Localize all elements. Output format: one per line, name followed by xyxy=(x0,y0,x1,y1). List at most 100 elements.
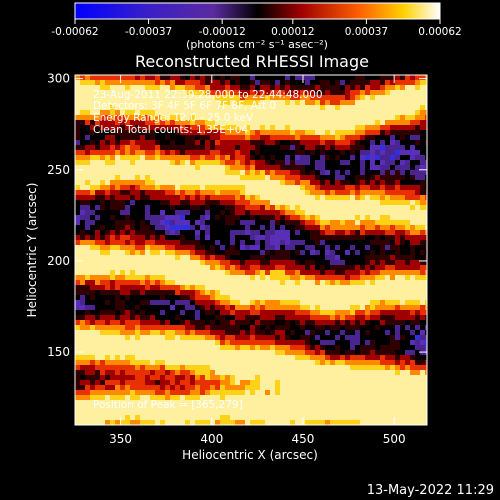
heatmap-cell xyxy=(410,215,416,221)
heatmap-cell xyxy=(260,280,266,286)
heatmap-cell xyxy=(400,145,406,151)
heatmap-cell xyxy=(125,110,131,116)
heatmap-cell xyxy=(185,330,191,336)
heatmap-cell xyxy=(275,280,281,286)
heatmap-cell xyxy=(280,300,286,306)
heatmap-cell xyxy=(275,120,281,126)
heatmap-cell xyxy=(120,335,126,341)
heatmap-cell xyxy=(305,290,311,296)
heatmap-cell xyxy=(395,290,401,296)
heatmap-cell xyxy=(375,335,381,341)
heatmap-cell xyxy=(345,200,351,206)
heatmap-cell xyxy=(355,110,361,116)
heatmap-cell xyxy=(415,255,421,261)
heatmap-cell xyxy=(285,415,291,421)
heatmap-cell xyxy=(115,230,121,236)
heatmap-cell xyxy=(355,260,361,266)
heatmap-cell xyxy=(200,125,206,131)
heatmap-cell xyxy=(135,265,141,271)
heatmap-cell xyxy=(165,170,171,176)
heatmap-cell xyxy=(325,415,331,421)
heatmap-cell xyxy=(95,310,101,316)
heatmap-cell xyxy=(390,255,396,261)
heatmap-cell xyxy=(105,390,111,396)
heatmap-cell xyxy=(405,300,411,306)
heatmap-cell xyxy=(265,215,271,221)
heatmap-cell xyxy=(250,380,256,386)
heatmap-cell xyxy=(255,105,261,111)
heatmap-cell xyxy=(425,110,427,116)
heatmap-cell xyxy=(320,160,326,166)
heatmap-cell xyxy=(215,75,221,81)
heatmap-cell xyxy=(275,420,281,425)
heatmap-cell xyxy=(315,155,321,161)
heatmap-cell xyxy=(135,320,141,326)
heatmap-cell xyxy=(110,345,116,351)
heatmap-cell xyxy=(340,125,346,131)
heatmap-cell xyxy=(165,165,171,171)
heatmap-cell xyxy=(230,390,236,396)
heatmap-cell xyxy=(200,145,206,151)
heatmap-cell xyxy=(160,165,166,171)
heatmap-cell xyxy=(395,320,401,326)
heatmap-cell xyxy=(80,340,86,346)
heatmap-cell xyxy=(400,275,406,281)
heatmap-cell xyxy=(270,200,276,206)
heatmap-cell xyxy=(420,255,426,261)
heatmap-cell xyxy=(415,245,421,251)
heatmap-cell xyxy=(395,145,401,151)
heatmap-cell xyxy=(120,100,126,106)
heatmap-cell xyxy=(245,335,251,341)
heatmap-cell xyxy=(150,175,156,181)
heatmap-cell xyxy=(100,90,106,96)
heatmap-cell xyxy=(335,185,341,191)
heatmap-cell xyxy=(105,340,111,346)
heatmap-cell xyxy=(385,255,391,261)
heatmap-cell xyxy=(330,355,336,361)
heatmap-cell xyxy=(400,400,406,406)
heatmap-cell xyxy=(195,100,201,106)
heatmap-cell xyxy=(110,400,116,406)
heatmap-cell xyxy=(210,180,216,186)
heatmap-cell xyxy=(315,360,321,366)
heatmap-cell xyxy=(200,340,206,346)
heatmap-cell xyxy=(425,420,427,425)
heatmap-cell xyxy=(215,125,221,131)
heatmap-cell xyxy=(380,95,386,101)
heatmap-cell xyxy=(160,265,166,271)
heatmap-cell xyxy=(160,120,166,126)
heatmap-cell xyxy=(155,325,161,331)
heatmap-cell xyxy=(190,195,196,201)
heatmap-cell xyxy=(105,415,111,421)
heatmap-cell xyxy=(190,260,196,266)
heatmap-cell xyxy=(250,190,256,196)
heatmap-cell xyxy=(405,375,411,381)
heatmap-cell xyxy=(115,330,121,336)
heatmap-cell xyxy=(245,125,251,131)
heatmap-cell xyxy=(270,135,276,141)
heatmap-cell xyxy=(315,95,321,101)
heatmap-cell xyxy=(110,285,116,291)
heatmap-cell xyxy=(375,80,381,86)
heatmap-cell xyxy=(305,330,311,336)
heatmap-cell xyxy=(360,290,366,296)
heatmap-cell xyxy=(340,175,346,181)
heatmap-cell xyxy=(300,170,306,176)
heatmap-cell xyxy=(270,285,276,291)
heatmap-cell xyxy=(190,245,196,251)
heatmap-cell xyxy=(260,130,266,136)
heatmap-cell xyxy=(400,415,406,421)
heatmap-cell xyxy=(265,85,271,91)
heatmap-cell xyxy=(375,95,381,101)
heatmap-cell xyxy=(220,125,226,131)
heatmap-cell xyxy=(155,95,161,101)
heatmap-cell xyxy=(380,105,386,111)
heatmap-cell xyxy=(400,220,406,226)
heatmap-cell xyxy=(200,95,206,101)
heatmap-cell xyxy=(355,95,361,101)
heatmap-cell xyxy=(295,240,301,246)
heatmap-cell xyxy=(155,385,161,391)
heatmap-cell xyxy=(255,365,261,371)
heatmap-cell xyxy=(175,230,181,236)
heatmap-cell xyxy=(420,175,426,181)
